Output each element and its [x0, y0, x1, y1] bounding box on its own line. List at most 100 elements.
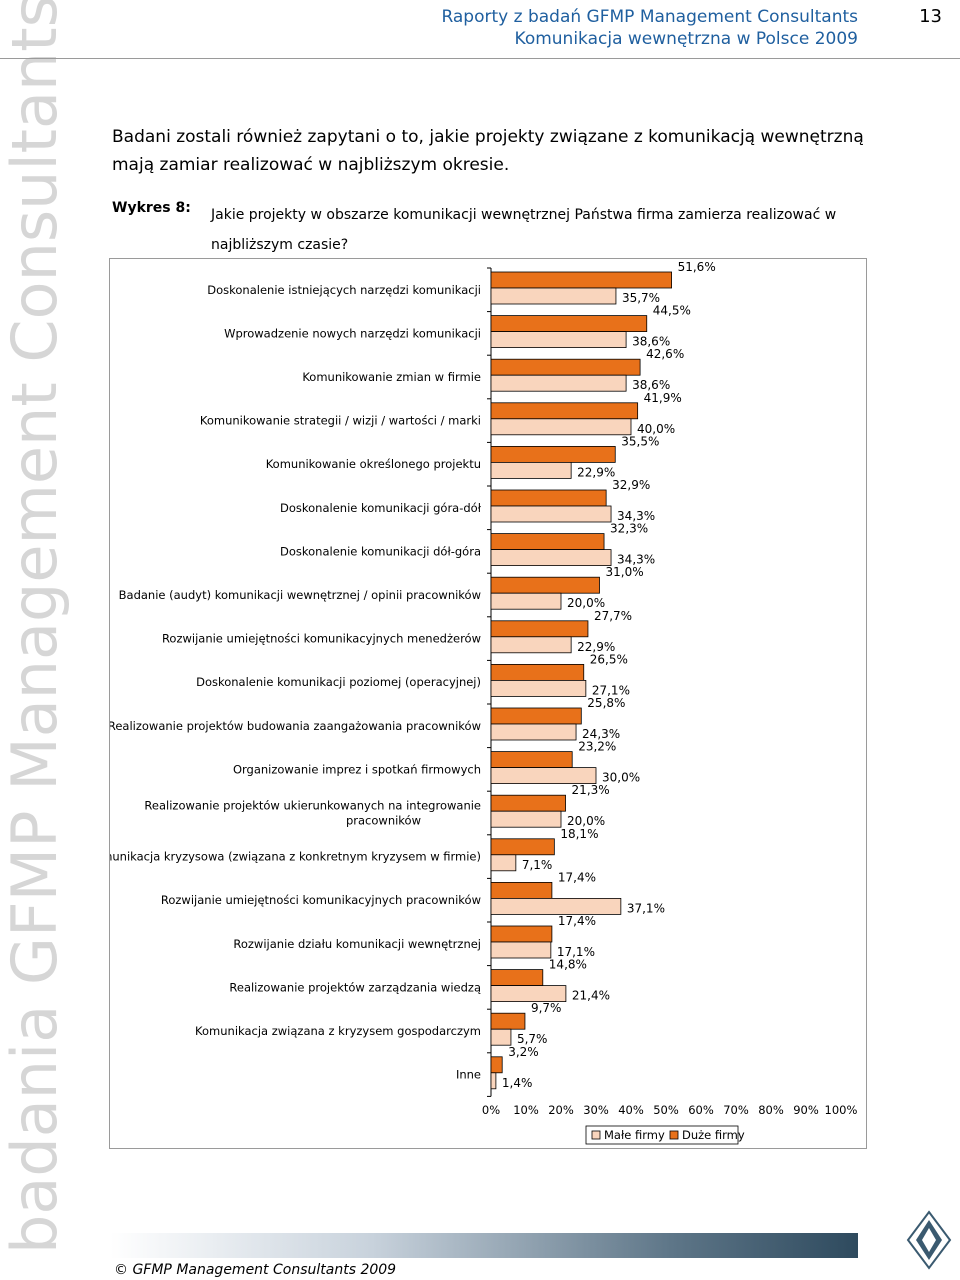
footer-bar [110, 1233, 858, 1258]
data-label-duze-firmy: 23,2% [578, 740, 616, 754]
data-label-male-firmy: 21,4% [572, 989, 610, 1003]
x-tick-label: 40% [618, 1103, 644, 1117]
category-label: Doskonalenie istniejących narzędzi komun… [207, 283, 481, 297]
data-label-duze-firmy: 42,6% [646, 347, 684, 361]
category-label: Organizowanie imprez i spotkań firmowych [233, 762, 481, 776]
data-label-duze-firmy: 35,5% [621, 434, 659, 448]
bar-duze-firmy [490, 620, 589, 638]
header-subtitle: Komunikacja wewnętrzna w Polsce 2009 [514, 29, 858, 49]
bar-duze-firmy [490, 358, 641, 376]
bar-duze-firmy [490, 533, 605, 551]
bar-male-firmy [490, 767, 597, 785]
legend-swatch [591, 1130, 601, 1140]
bar-duze-firmy [490, 315, 648, 332]
data-label-male-firmy: 1,4% [502, 1076, 533, 1090]
bar-male-firmy [490, 636, 572, 654]
category-label: Rozwijanie umiejętności komunikacyjnych … [161, 893, 481, 907]
bar-male-firmy [490, 679, 587, 697]
bar-duze-firmy [490, 707, 582, 725]
x-tick-label: 10% [513, 1103, 539, 1117]
bar-duze-firmy [490, 751, 573, 769]
category-label: Komunikowanie określonego projektu [266, 457, 481, 471]
category-label: Komunikacja kryzysowa (związana z konkre… [110, 850, 481, 864]
data-label-male-firmy: 5,7% [517, 1032, 548, 1046]
data-label-duze-firmy: 17,4% [558, 914, 596, 928]
figure-label: Wykres 8: [112, 200, 191, 216]
bar-male-firmy [490, 418, 632, 436]
x-tick-label: 20% [548, 1103, 574, 1117]
bar-duze-firmy [490, 925, 553, 943]
data-label-male-firmy: 34,3% [617, 509, 655, 523]
data-label-duze-firmy: 21,3% [572, 783, 610, 797]
category-label: Realizowanie projektów zarządzania wiedz… [229, 980, 481, 994]
data-label-duze-firmy: 51,6% [678, 260, 716, 274]
footer-copyright: © GFMP Management Consultants 2009 [114, 1262, 397, 1278]
bar-duze-firmy [490, 882, 553, 899]
side-watermark: badania GFMP Management Consultants [0, 0, 71, 1254]
data-label-duze-firmy: 44,5% [653, 304, 691, 318]
bar-duze-firmy [490, 402, 639, 420]
data-label-male-firmy: 22,9% [577, 465, 615, 479]
data-label-duze-firmy: 26,5% [590, 652, 628, 666]
intro-paragraph: Badani zostali również zapytani o to, ja… [112, 127, 864, 175]
bar-chart: Doskonalenie istniejących narzędzi komun… [110, 260, 858, 1145]
bar-duze-firmy [490, 445, 616, 463]
x-tick-label: 100% [825, 1103, 858, 1117]
page-number: 13 [919, 6, 942, 27]
data-label-male-firmy: 22,9% [577, 640, 615, 654]
category-label: Badanie (audyt) komunikacji wewnętrznej … [119, 588, 481, 602]
bar-male-firmy [490, 505, 612, 523]
data-label-duze-firmy: 14,8% [549, 958, 587, 972]
data-label-male-firmy: 34,3% [617, 553, 655, 567]
category-label: Rozwijanie działu komunikacji wewnętrzne… [233, 937, 481, 951]
bar-male-firmy [490, 941, 552, 959]
bar-duze-firmy [490, 489, 607, 507]
bar-male-firmy [490, 549, 612, 567]
category-label: Komunikacja związana z kryzysem gospodar… [195, 1024, 481, 1038]
bar-duze-firmy [490, 969, 544, 986]
category-label: Doskonalenie komunikacji góra-dół [280, 501, 482, 515]
category-label: Komunikowanie zmian w firmie [302, 370, 481, 384]
data-label-duze-firmy: 18,1% [560, 827, 598, 841]
x-tick-label: 50% [653, 1103, 679, 1117]
category-label: Doskonalenie komunikacji dół-góra [280, 544, 481, 558]
bar-duze-firmy [490, 1012, 526, 1030]
category-label: Komunikowanie strategii / wizji / wartoś… [200, 414, 481, 428]
data-label-duze-firmy: 25,8% [587, 696, 625, 710]
data-label-duze-firmy: 3,2% [508, 1045, 539, 1059]
header-title: Raporty z badań GFMP Management Consulta… [441, 7, 858, 27]
x-tick-label: 80% [758, 1103, 784, 1117]
data-label-male-firmy: 38,6% [632, 378, 670, 392]
data-label-male-firmy: 17,1% [557, 945, 595, 959]
figure-title: Jakie projekty w obszarze komunikacji we… [211, 207, 837, 253]
category-label: Inne [456, 1068, 481, 1082]
bar-male-firmy [490, 287, 617, 305]
x-tick-label: 30% [583, 1103, 609, 1117]
data-label-male-firmy: 27,1% [592, 683, 630, 697]
data-label-male-firmy: 7,1% [522, 858, 553, 872]
legend-label: Duże firmy [682, 1128, 745, 1142]
category-label: Realizowanie projektów budowania zaangaż… [110, 719, 481, 733]
bar-male-firmy [490, 985, 567, 1002]
data-label-male-firmy: 20,0% [567, 814, 605, 828]
x-tick-label: 90% [793, 1103, 819, 1117]
bar-duze-firmy [490, 271, 673, 289]
x-tick-label: 70% [723, 1103, 749, 1117]
bar-duze-firmy [490, 576, 600, 594]
bar-duze-firmy [490, 1056, 503, 1074]
bar-male-firmy [490, 723, 577, 741]
bar-male-firmy [490, 1072, 497, 1090]
data-label-male-firmy: 20,0% [567, 596, 605, 610]
category-label: Doskonalenie komunikacji poziomej (opera… [196, 675, 481, 689]
bar-male-firmy [490, 854, 517, 872]
data-label-male-firmy: 38,6% [632, 335, 670, 349]
data-label-duze-firmy: 32,3% [610, 522, 648, 536]
bar-duze-firmy [490, 663, 585, 681]
legend-box [585, 1125, 739, 1145]
data-label-male-firmy: 30,0% [602, 771, 640, 785]
company-logo-icon [906, 1210, 952, 1270]
data-label-male-firmy: 37,1% [627, 901, 665, 915]
data-label-duze-firmy: 31,0% [606, 565, 644, 579]
data-label-duze-firmy: 27,7% [594, 609, 632, 623]
data-label-duze-firmy: 9,7% [531, 1001, 562, 1015]
